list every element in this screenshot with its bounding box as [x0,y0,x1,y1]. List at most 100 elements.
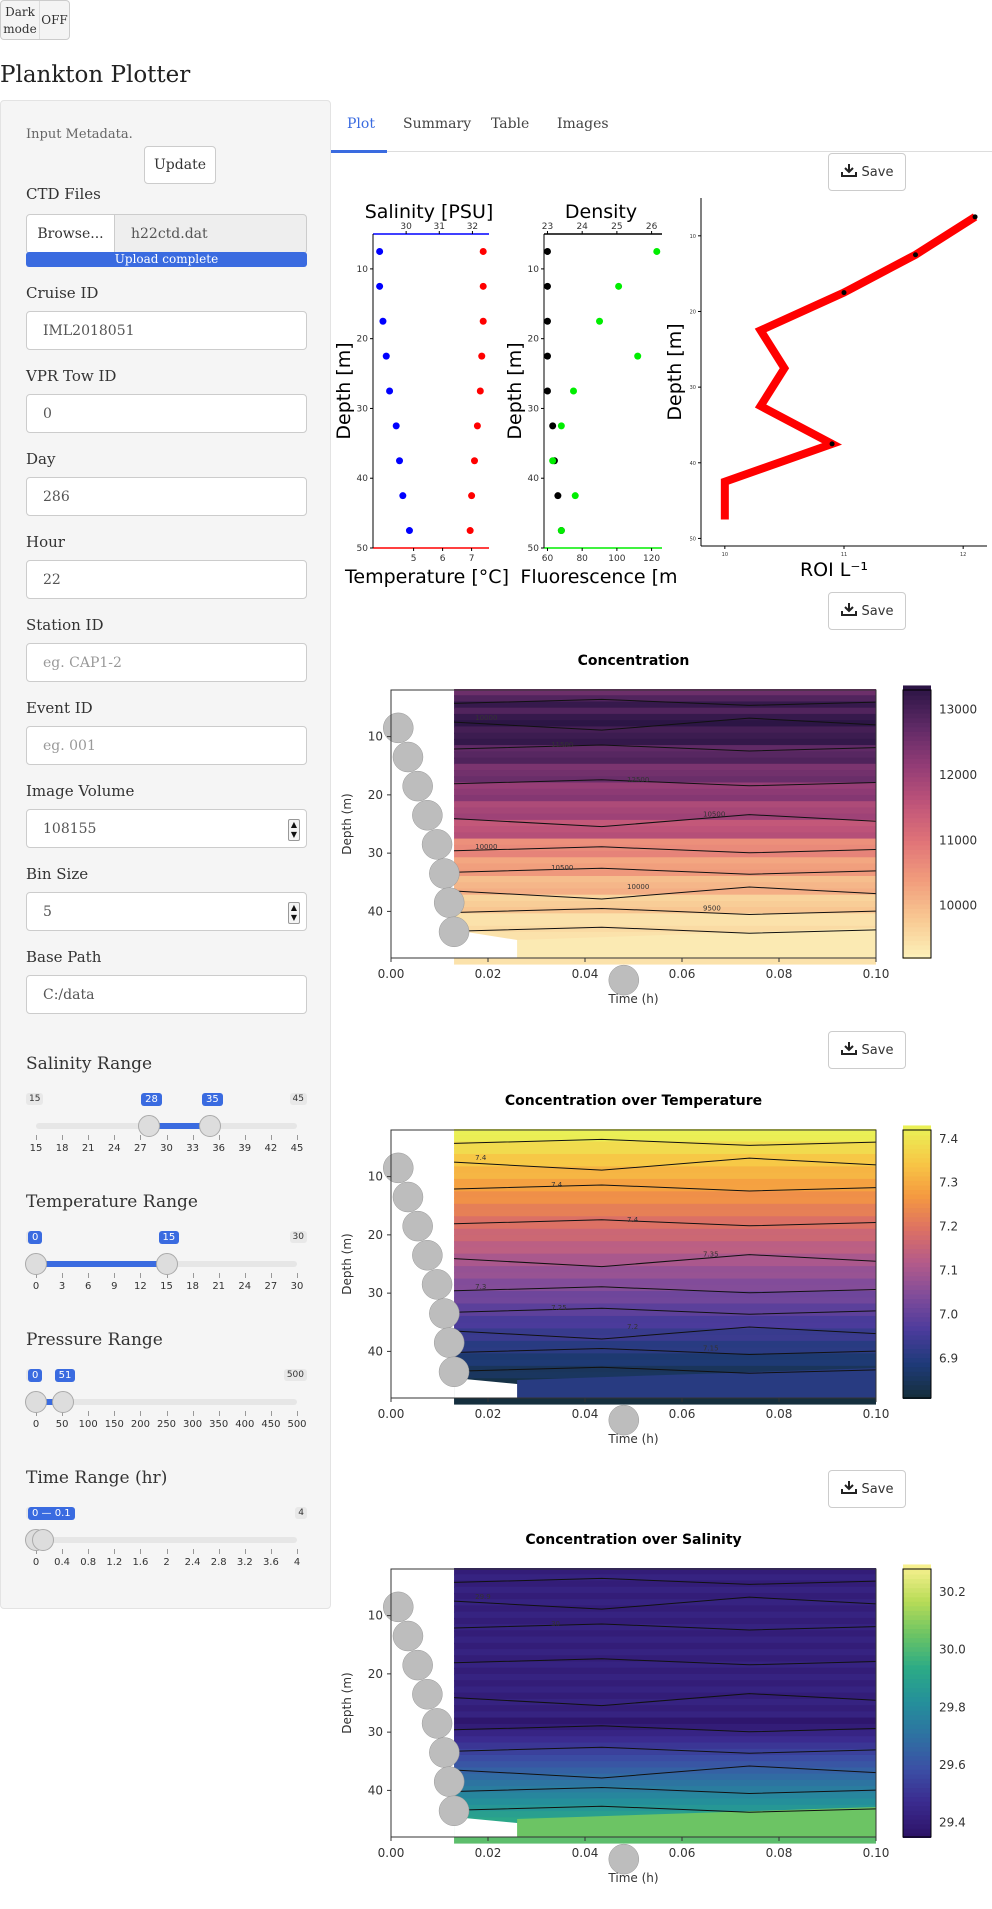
salinity-band [454,1586,876,1595]
ctd-file-input: Browse... h22ctd.dat [26,214,307,254]
temperature-track-point [608,1404,640,1436]
tab-bar: Plot Summary Table Images [331,100,992,153]
slider-tick-label: 4 [293,1557,301,1568]
slider-tick [270,1273,272,1278]
bin-size-stepper[interactable]: ▲ ▼ [288,902,300,924]
slider-tick-label: 150 [104,1419,124,1430]
concentration-band [454,701,876,710]
salinity-colorbar-cell [903,1709,931,1716]
event-id-input[interactable]: eg. 001 [26,726,307,765]
slider-max-label: 45 [289,1093,307,1105]
slider-from-knob[interactable] [25,1391,47,1413]
temperature-band [454,1303,876,1312]
salinity-x-tick-label: 0.10 [863,1846,890,1860]
bin-size-input[interactable]: 5 ▲ ▼ [26,892,307,931]
active-tab-indicator [331,150,387,153]
salinity-colorbar-cell [903,1596,931,1602]
slider-tick-label: 0 [32,1281,40,1292]
concentration-colorbar-cell [903,880,931,887]
tab-images[interactable]: Images [557,116,609,132]
tab-plot[interactable]: Plot [347,116,375,132]
tab-table[interactable]: Table [491,116,530,132]
event-id-label: Event ID [26,699,93,717]
slider-tick [297,1135,298,1140]
temperature-point [476,387,484,395]
temperature-colorbar-cell [903,1257,931,1263]
concentration-colorbar-cell [903,867,931,873]
save-button-roi[interactable]: Save [828,592,906,630]
salinity-colorbar-cell [903,1723,931,1729]
temperature-track-point [429,1298,460,1329]
concentration-band [454,801,876,809]
salinity-range-title: Salinity Range [26,1054,153,1074]
temperature-colorbar-cell [903,1125,931,1131]
concentration-band [454,838,876,847]
y-tick-label: 10 [357,265,369,275]
vpr-tow-id-input[interactable]: 0 [26,394,307,433]
salinity-colorbar-cell [903,1646,931,1652]
concentration-band [454,875,876,884]
concentration-colorbar-cell [903,926,931,932]
image-volume-stepper[interactable]: ▲ ▼ [288,819,300,841]
salinity-point [399,492,407,500]
concentration-mask [454,930,518,958]
file-name-field[interactable]: h22ctd.dat [115,214,307,254]
concentration-band [454,745,876,753]
temperature-y-tick-label: 10 [368,1170,383,1184]
slider-tick-label: 2 [163,1557,170,1568]
cruise-id-input[interactable]: IML2018051 [26,311,307,350]
concentration-band [454,863,876,872]
salinity-range-slider[interactable]: 15 45 15 18 21 24 27 30 33 36 39 42 45 28 35 [26,1093,307,1173]
concentration-contour-label: 11500 [551,741,573,749]
temperature-colorbar-cell [903,1279,931,1286]
save-button-profiles[interactable]: Save [828,153,906,191]
tab-summary[interactable]: Summary [403,116,472,132]
slider-tick-label: 33 [186,1143,199,1154]
slider-from-knob[interactable] [25,1253,47,1275]
slider-to-knob[interactable] [199,1115,221,1137]
concentration-colorbar-cell [903,794,931,801]
concentration-colorbar-cell [903,889,931,896]
salinity-colorbar-cell [903,1732,931,1739]
slider-selected-bar [149,1123,210,1129]
fluorescence-point [557,422,565,430]
dark-mode-toggle[interactable]: Dark mode OFF [0,0,70,40]
salinity-colorbar-cell [903,1578,931,1584]
temperature-range-slider[interactable]: 030036912151821242730015 [25,1231,307,1311]
base-path-input[interactable]: C:/data [26,975,307,1014]
salinity-colorbar-cell [903,1759,931,1766]
save-label: Save [861,603,894,619]
hour-input[interactable]: 22 [26,560,307,599]
slider-tick-label: 27 [134,1143,147,1154]
top-tick-label: 31 [434,222,445,232]
browse-button[interactable]: Browse... [26,214,115,254]
salinity-band [454,1792,876,1800]
concentration-colorbar-cell [903,876,931,882]
concentration-band [454,732,876,741]
day-input[interactable]: 286 [26,477,307,516]
slider-to-knob[interactable] [51,1391,74,1413]
salinity-track-point [402,1649,433,1681]
bottom-tick-label: 120 [643,554,660,564]
temperature-contour [454,1157,877,1171]
bin-size-label: Bin Size [26,865,89,883]
salinity-y-axis-label: Depth (m) [340,1672,354,1733]
slider-to-knob[interactable] [31,1529,54,1551]
temperature-colorbar-label: 7.2 [939,1220,958,1234]
station-id-input[interactable]: eg. CAP1-2 [26,643,307,682]
slider-to-knob[interactable] [155,1253,178,1275]
temperature-colorbar-label: 6.9 [939,1351,958,1365]
temperature-colorbar-cell [903,1134,931,1141]
concentration-contour-label: 10000 [627,883,649,891]
save-button-temperature[interactable]: Save [828,1470,906,1508]
temperature-colorbar-cell [903,1139,931,1145]
temperature-contour [454,1347,877,1355]
image-volume-input[interactable]: 108155 ▲ ▼ [26,809,307,848]
slider-tick [166,1411,168,1416]
update-button[interactable]: Update [144,146,216,184]
y-tick-label: 10 [528,265,540,275]
slider-from-knob[interactable] [138,1115,161,1137]
pressure-range-slider[interactable]: 0500050100150200250300350400450500051 [25,1369,307,1449]
save-button-concentration[interactable]: Save [828,1031,906,1069]
